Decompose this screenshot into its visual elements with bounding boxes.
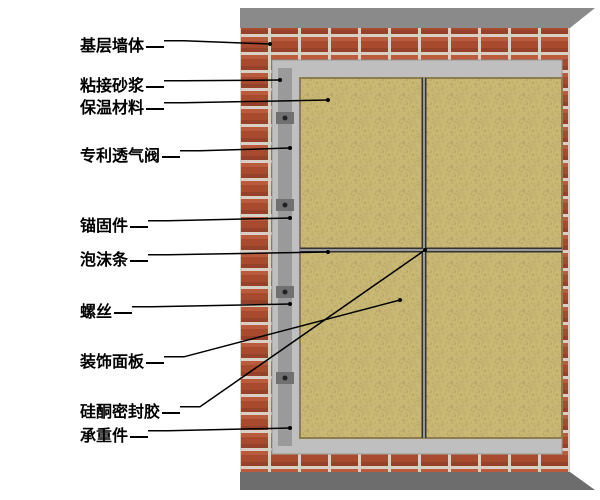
callout-text: 泡沫条 [80,252,128,269]
label-dash [130,226,148,228]
label-dash [130,260,148,262]
label-dash [146,108,164,110]
callout-label: 基层墙体 [80,32,164,56]
callout-text: 锚固件 [80,218,128,235]
label-dash [146,46,164,48]
callout-label: 装饰面板 [80,348,164,372]
callout-text: 装饰面板 [80,354,144,371]
label-dash [146,86,164,88]
callout-text: 专利透气阀 [80,148,160,165]
callout-label: 锚固件 [80,212,148,236]
callout-label: 保温材料 [80,94,164,118]
callout-label: 硅酮密封胶 [80,398,180,422]
callout-label: 粘接砂浆 [80,72,164,96]
callout-text: 承重件 [80,428,128,445]
label-dash [146,362,164,364]
callout-label: 泡沫条 [80,246,148,270]
label-dash [114,312,132,314]
callout-text: 螺丝 [80,304,112,321]
label-dash [162,156,180,158]
callout-text: 粘接砂浆 [80,78,144,95]
callout-label: 专利透气阀 [80,142,180,166]
callout-label: 螺丝 [80,298,132,322]
callout-text: 硅酮密封胶 [80,404,160,421]
label-dash [130,436,148,438]
callout-text: 保温材料 [80,100,144,117]
callout-text: 基层墙体 [80,38,144,55]
callout-label: 承重件 [80,422,148,446]
label-dash [162,412,180,414]
